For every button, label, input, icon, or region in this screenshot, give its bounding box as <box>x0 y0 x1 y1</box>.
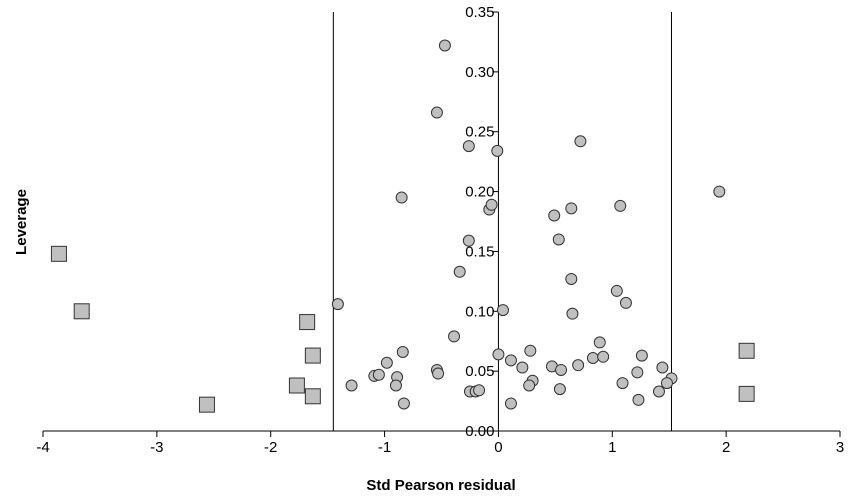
x-tick-label: -1 <box>378 439 391 456</box>
y-tick-label: 0.10 <box>465 303 494 320</box>
x-tick-label: -2 <box>264 439 277 456</box>
square-point <box>50 245 67 262</box>
square-point <box>288 377 305 394</box>
circle-point <box>572 359 585 372</box>
circle-point <box>473 384 486 397</box>
circle-point <box>552 233 565 246</box>
circle-point <box>496 304 509 317</box>
circle-point <box>656 361 669 374</box>
square-point <box>304 347 321 364</box>
square-point <box>198 396 215 413</box>
circle-point <box>574 135 587 148</box>
x-tick-label: 2 <box>722 439 730 456</box>
circle-point <box>430 106 443 119</box>
square-point <box>304 388 321 405</box>
circle-point <box>713 185 726 198</box>
square-point <box>738 342 755 359</box>
y-tick-label: 0.20 <box>465 184 494 201</box>
circle-point <box>632 393 645 406</box>
circle-point <box>553 383 566 396</box>
circle-point <box>504 397 517 410</box>
circle-point <box>380 356 393 369</box>
circle-point <box>635 349 648 362</box>
circle-point <box>524 344 537 357</box>
circle-point <box>619 296 632 309</box>
circle-point <box>565 272 578 285</box>
y-tick-label: 0.35 <box>465 4 494 21</box>
circle-point <box>597 350 610 363</box>
x-tick-label: -4 <box>36 439 49 456</box>
circle-point <box>485 198 498 211</box>
circle-point <box>396 345 409 358</box>
circle-point <box>586 351 599 364</box>
circle-point <box>631 366 644 379</box>
circle-point <box>652 385 665 398</box>
circle-point <box>462 140 475 153</box>
circle-point <box>372 368 385 381</box>
y-tick-label: 0.05 <box>465 363 494 380</box>
circle-point <box>523 379 536 392</box>
circle-point <box>397 397 410 410</box>
circle-point <box>610 284 623 297</box>
circle-point <box>614 199 627 212</box>
circle-point <box>555 363 568 376</box>
circle-point <box>504 354 517 367</box>
x-tick-label: 1 <box>608 439 616 456</box>
x-tick-label: -3 <box>150 439 163 456</box>
circle-point <box>331 298 344 311</box>
x-axis-title: Std Pearson residual <box>366 477 515 494</box>
circle-point <box>660 377 673 390</box>
circle-point <box>432 367 445 380</box>
circle-point <box>438 39 451 52</box>
circle-point <box>462 234 475 247</box>
circle-point <box>566 307 579 320</box>
circle-point <box>448 330 461 343</box>
y-axis-title: Leverage <box>13 189 30 255</box>
x-tick-label: 0 <box>494 439 502 456</box>
circle-point <box>593 336 606 349</box>
circle-point <box>565 202 578 215</box>
circle-point <box>453 265 466 278</box>
circle-point <box>516 361 529 374</box>
circle-point <box>395 191 408 204</box>
circle-point <box>389 379 402 392</box>
y-tick-label: 0.25 <box>465 124 494 141</box>
circle-point <box>491 144 504 157</box>
square-point <box>299 314 316 331</box>
circle-point <box>492 348 505 361</box>
square-point <box>738 385 755 402</box>
circle-point <box>548 209 561 222</box>
y-tick-label: 0.15 <box>465 243 494 260</box>
y-tick-label: 0.00 <box>465 423 494 440</box>
circle-point <box>616 377 629 390</box>
y-tick-label: 0.30 <box>465 64 494 81</box>
x-tick-label: 3 <box>836 439 844 456</box>
square-point <box>73 303 90 320</box>
circle-point <box>345 379 358 392</box>
